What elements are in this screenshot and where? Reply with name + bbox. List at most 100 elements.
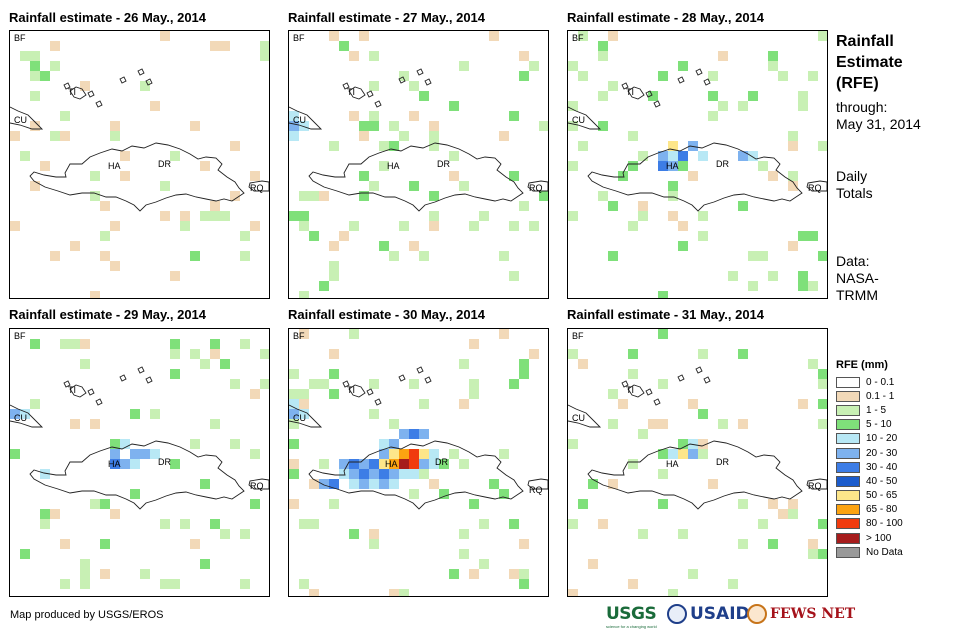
rainfall-cell <box>568 519 578 529</box>
coastline <box>348 384 366 398</box>
coastline <box>69 86 87 100</box>
rainfall-cell <box>688 171 698 181</box>
rainfall-cell <box>568 101 578 111</box>
map-label-dr: DR <box>435 457 448 467</box>
rainfall-cell <box>628 131 638 141</box>
rainfall-cell <box>40 509 50 519</box>
rainfall-cell <box>768 539 778 549</box>
rainfall-cell <box>688 439 698 449</box>
rainfall-cell <box>60 579 70 589</box>
rainfall-cell <box>568 61 578 71</box>
rainfall-cell <box>509 171 519 181</box>
rainfall-cell <box>658 329 668 339</box>
map-label-bf: BF <box>14 33 26 43</box>
map-label-dr: DR <box>437 159 450 169</box>
rainfall-cell <box>100 231 110 241</box>
rainfall-cell <box>628 349 638 359</box>
rainfall-cell <box>429 121 439 131</box>
rainfall-cell <box>289 111 299 121</box>
rainfall-map: BF CU TI HA DR RQ <box>568 31 827 298</box>
rainfall-cell <box>200 161 210 171</box>
rainfall-cell <box>299 191 309 201</box>
rainfall-cell <box>529 349 539 359</box>
rainfall-cell <box>568 589 578 596</box>
legend-label: 20 - 30 <box>866 447 898 459</box>
rainfall-cell <box>698 349 708 359</box>
rainfall-cell <box>688 399 698 409</box>
legend-item: 65 - 80 <box>836 503 903 517</box>
rainfall-cell <box>818 141 827 151</box>
rainfall-cell <box>80 359 90 369</box>
rainfall-cell <box>210 519 220 529</box>
rainfall-cell <box>309 479 319 489</box>
rainfall-cell <box>289 399 299 409</box>
rainfall-cell <box>299 121 309 131</box>
rainfall-cell <box>419 459 429 469</box>
rainfall-cell <box>349 51 359 61</box>
rainfall-cell <box>20 151 30 161</box>
rainfall-cell <box>499 251 509 261</box>
coastline <box>289 106 323 130</box>
rainfall-cell <box>80 579 90 589</box>
map-29-may: BF CU TI HA DR RQ <box>9 328 270 597</box>
map-label-bf: BF <box>572 331 584 341</box>
rainfall-cell <box>190 539 200 549</box>
rainfall-cell <box>678 439 688 449</box>
rainfall-cell <box>798 91 808 101</box>
rainfall-cell <box>190 349 200 359</box>
rainfall-cell <box>628 579 638 589</box>
through-text: through: May 31, 2014 <box>836 99 921 133</box>
rainfall-cell <box>469 339 479 349</box>
map-label-bf: BF <box>572 33 584 43</box>
rainfall-cell <box>180 519 190 529</box>
rainfall-cell <box>299 519 309 529</box>
usaid-wordmark: USAID <box>690 604 750 624</box>
rainfall-cell <box>788 131 798 141</box>
rainfall-cell <box>768 51 778 61</box>
rainfall-cell <box>60 131 70 141</box>
rainfall-cell <box>160 519 170 529</box>
legend-item: 5 - 10 <box>836 418 903 432</box>
rainfall-cell <box>90 499 100 509</box>
map-label-dr: DR <box>158 159 171 169</box>
rainfall-cell <box>240 579 250 589</box>
rainfall-cell <box>708 479 718 489</box>
rainfall-cell <box>250 171 260 181</box>
rainfall-cell <box>638 151 648 161</box>
rainfall-cell <box>369 479 379 489</box>
rainfall-cell <box>50 61 60 71</box>
rainfall-cell <box>349 469 359 479</box>
rainfall-cell <box>349 529 359 539</box>
rainfall-cell <box>80 559 90 569</box>
rainfall-cell <box>220 211 230 221</box>
rainfall-cell <box>250 499 260 509</box>
rainfall-cell <box>688 141 698 151</box>
rainfall-cell <box>260 51 269 61</box>
rainfall-cell <box>748 281 758 291</box>
rainfall-cell <box>818 549 827 559</box>
rainfall-cell <box>768 499 778 509</box>
rainfall-cell <box>190 121 200 131</box>
rainfall-cell <box>658 161 668 171</box>
rainfall-cell <box>459 459 469 469</box>
rainfall-cell <box>798 271 808 281</box>
coastline <box>653 100 661 108</box>
coastline <box>653 398 661 406</box>
legend-item: 0 - 0.1 <box>836 375 903 389</box>
rainfall-cell <box>180 221 190 231</box>
legend-item: 1 - 5 <box>836 403 903 417</box>
rainfall-cell <box>70 419 80 429</box>
rainfall-cell <box>678 61 688 71</box>
rainfall-cell <box>50 131 60 141</box>
rainfall-cell <box>10 409 20 419</box>
rainfall-cell <box>419 91 429 101</box>
rainfall-cell <box>419 399 429 409</box>
rainfall-cell <box>808 71 818 81</box>
rainfall-cell <box>289 439 299 449</box>
rainfall-cell <box>190 251 200 261</box>
rainfall-cell <box>509 111 519 121</box>
rainfall-cell <box>289 469 299 479</box>
fews-wordmark: FEWS NET <box>770 606 856 622</box>
rainfall-cell <box>519 359 529 369</box>
rainfall-cell <box>449 151 459 161</box>
